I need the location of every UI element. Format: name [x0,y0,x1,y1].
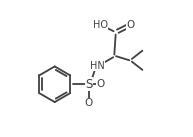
Text: O: O [96,79,105,89]
Text: HN: HN [91,61,105,71]
Text: O: O [85,99,93,108]
Text: O: O [126,20,134,30]
Text: S: S [85,78,93,91]
Text: HO: HO [93,20,108,30]
